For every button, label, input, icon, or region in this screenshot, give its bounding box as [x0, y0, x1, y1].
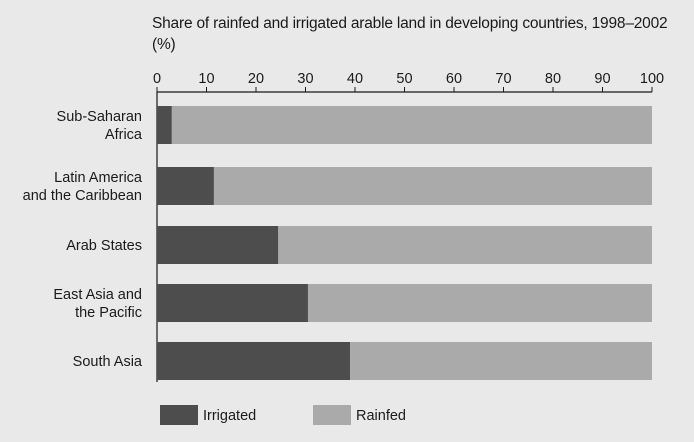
bar-irrigated — [157, 284, 308, 322]
category-label: Sub-Saharan Africa — [57, 109, 143, 143]
x-tick-label: 60 — [446, 71, 462, 87]
category-label-line: Arab States — [66, 238, 142, 254]
x-tick-label: 90 — [594, 71, 610, 87]
category-label-line: South Asia — [73, 354, 143, 370]
legend-label-irrigated: Irrigated — [203, 408, 256, 424]
bar-rainfed — [213, 167, 653, 205]
category-label: Arab States — [66, 238, 142, 254]
bar-rainfed — [171, 106, 652, 144]
x-tick-label: 30 — [297, 71, 313, 87]
x-tick-label: 20 — [248, 71, 264, 87]
category-label-line: Latin America — [54, 170, 143, 186]
bar-rainfed — [307, 284, 652, 322]
bar-irrigated — [157, 106, 172, 144]
bar-irrigated — [157, 342, 351, 380]
category-label-line: East Asia and — [53, 287, 142, 303]
category-label-line: Africa — [105, 127, 143, 143]
bar-rainfed — [350, 342, 652, 380]
category-label: Latin America and the Caribbean — [23, 170, 143, 204]
x-tick-label: 0 — [153, 71, 161, 87]
legend-swatch-irrigated — [160, 405, 198, 425]
category-label: East Asia and the Pacific — [53, 287, 142, 321]
bar-irrigated — [157, 226, 279, 264]
category-label: South Asia — [73, 354, 143, 370]
x-tick-label: 40 — [347, 71, 363, 87]
legend-swatch-rainfed — [313, 405, 351, 425]
x-tick-label: 50 — [396, 71, 412, 87]
x-tick-label: 80 — [545, 71, 561, 87]
x-tick-label: 100 — [640, 71, 664, 87]
legend-label-rainfed: Rainfed — [356, 408, 406, 424]
category-label-line: the Pacific — [75, 305, 142, 321]
x-tick-label: 70 — [495, 71, 511, 87]
chart-title: Share of rainfed and irrigated arable la… — [152, 15, 668, 53]
bar-irrigated — [157, 167, 214, 205]
category-label-line: and the Caribbean — [23, 188, 142, 204]
category-label-line: Sub-Saharan — [57, 109, 142, 125]
bar-rainfed — [278, 226, 652, 264]
x-tick-label: 10 — [198, 71, 214, 87]
